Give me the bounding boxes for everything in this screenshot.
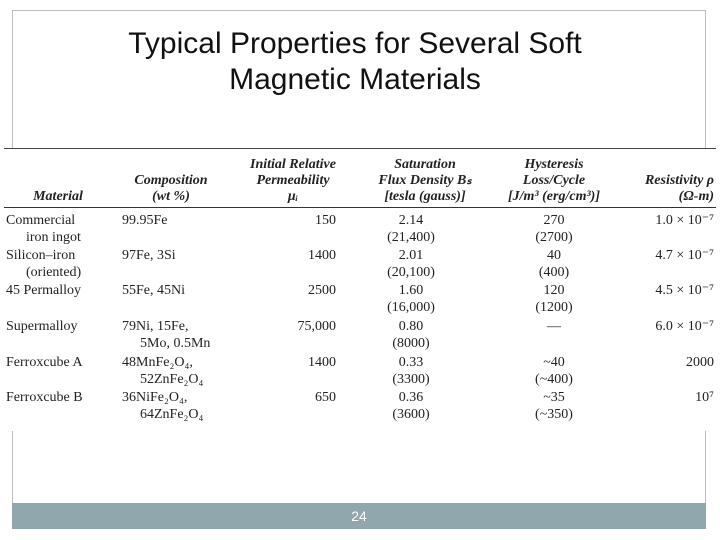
header-divider [4,207,716,208]
table-cell: ~35 [543,390,565,405]
header-composition-line: (wt %) [152,189,190,204]
header-material: Material [33,189,83,204]
table-cell: Supermalloy [6,319,78,334]
title-line-2: Magnetic Materials [229,63,481,96]
table-cell: — [547,319,561,334]
table-cell: 4.5 × 10⁻⁷ [655,283,714,298]
table-cell: 1.0 × 10⁻⁷ [655,213,714,228]
page-number: 24 [351,508,367,524]
table-cell: 1.60 [398,283,424,298]
table-cell: (400) [538,265,570,280]
table-cell: 120 [543,283,565,298]
table-cell: 2.14 [398,213,424,228]
table-cell: 2500 [308,283,336,298]
table-cell: 79Ni, 15Fe, [122,319,189,334]
header-hysteresis-line: Loss/Cycle [522,173,586,188]
table-cell: 0.36 [398,390,424,405]
table-cell: 6.0 × 10⁻⁷ [655,319,714,334]
footer-bar: 24 [12,503,706,529]
table-cell: (oriented) [26,265,82,280]
table-cell: 150 [315,213,336,228]
table-cell: (3300) [392,372,430,387]
table-cell: (21,400) [387,230,435,245]
table-cell: Ferroxcube B [6,390,83,405]
table-cell: 48MnFe₂O₄, [122,355,193,370]
header-saturation: Saturation Flux Density Bₛ [tesla (gauss… [360,157,490,205]
table-cell: (~350) [535,407,573,422]
header-composition: Composition (wt %) [116,173,226,205]
table-cell: (~400) [535,372,573,387]
table-cell: 0.33 [398,355,424,370]
header-saturation-line: [tesla (gauss)] [384,189,466,204]
table-cell: 4.7 × 10⁻⁷ [655,248,714,263]
header-hysteresis-line: Hysteresis [524,157,584,172]
table-cell: 36NiFe₂O₄, [122,390,188,405]
table-cell: 5Mo, 0.5Mn [140,336,211,351]
table-cell: ~40 [543,355,565,370]
table-cell: 64ZnFe₂O₄ [140,407,204,422]
table-cell: (16,000) [387,300,435,315]
slide-title: Typical Properties for Several Soft Magn… [20,26,690,98]
table-cell: 75,000 [297,319,337,334]
header-saturation-line: Saturation [394,157,456,172]
table-cell: Ferroxcube A [6,355,83,370]
title-line-1: Typical Properties for Several Soft [128,27,582,60]
table-cell: Silicon–iron [6,248,76,263]
properties-table: Material Composition (wt %) Initial Rela… [4,148,716,431]
table-cell: (20,100) [387,265,435,280]
header-hysteresis: Hysteresis Loss/Cycle [J/m³ (erg/cm³)] [498,157,610,205]
header-permeability-line: Initial Relative [250,157,336,172]
header-resistivity: Resistivity ρ (Ω-m) [618,173,714,205]
table-cell: Commercial [6,213,76,228]
table-cell: 99.95Fe [122,213,168,228]
table-cell: 40 [547,248,561,263]
header-composition-line: Composition [134,173,208,188]
table-cell: iron ingot [26,230,81,245]
table-cell: 2.01 [398,248,424,263]
header-permeability: Initial Relative Permeability μᵢ [234,157,352,205]
table-cell: 270 [543,213,565,228]
table-cell: 97Fe, 3Si [122,248,176,263]
table-cell: 52ZnFe₂O₄ [140,372,204,387]
table-cell: (3600) [392,407,430,422]
table-cell: (2700) [535,230,573,245]
table-cell: 1400 [308,355,336,370]
table-cell: 45 Permalloy [6,283,82,298]
header-hysteresis-line: [J/m³ (erg/cm³)] [508,189,600,204]
header-resistivity-line: Resistivity ρ [644,173,714,188]
table-cell: 2000 [686,355,714,370]
table-cell: 650 [315,390,336,405]
table-cell: (8000) [392,336,430,351]
header-permeability-line: μᵢ [287,189,299,204]
table-cell: 10⁷ [695,390,714,405]
table-cell: 55Fe, 45Ni [122,283,185,298]
table-cell: (1200) [535,300,573,315]
table-cell: 0.80 [398,319,424,334]
header-resistivity-line: (Ω-m) [678,189,714,204]
header-permeability-line: Permeability [256,173,330,188]
table-cell: 1400 [308,248,336,263]
header-saturation-line: Flux Density Bₛ [378,173,472,188]
